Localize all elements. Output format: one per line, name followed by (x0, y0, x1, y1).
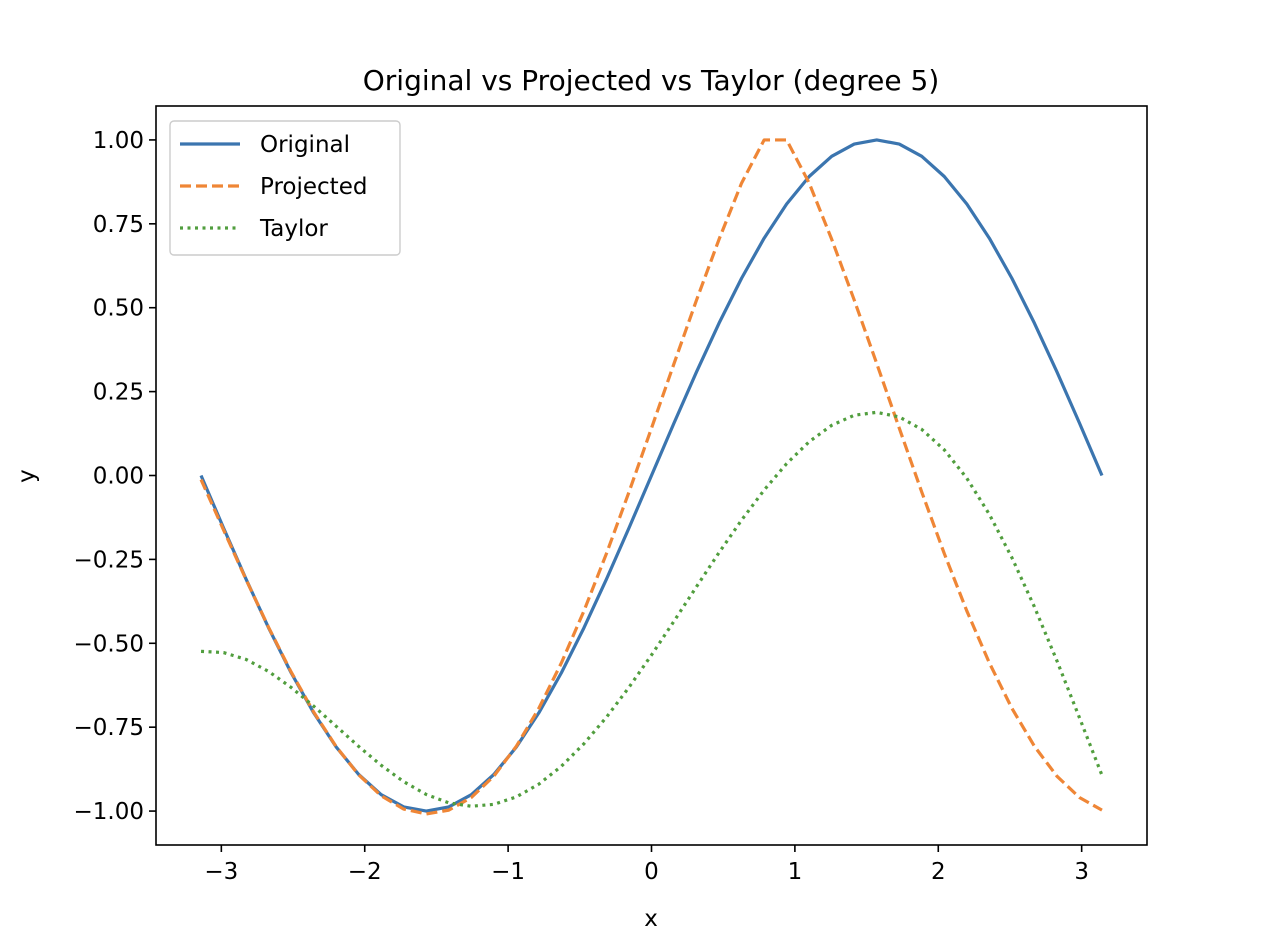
y-tick-label: 0.25 (93, 380, 144, 406)
x-tick-label: −2 (348, 859, 382, 885)
x-tick-label: 0 (644, 859, 659, 885)
y-tick-label: −0.25 (74, 547, 144, 573)
legend-label-projected: Projected (260, 174, 367, 200)
y-tick-label: 0.50 (93, 296, 144, 322)
y-tick-label: −0.75 (74, 715, 144, 741)
x-tick-label: −3 (204, 859, 238, 885)
chart-title: Original vs Projected vs Taylor (degree … (363, 64, 940, 97)
legend-label-taylor: Taylor (259, 216, 328, 242)
plot-area (199, 138, 1104, 816)
y-axis: −1.00 −0.75 −0.50 −0.25 0.00 0.25 0.50 0.75 1.00 (74, 128, 156, 825)
legend-label-original: Original (260, 132, 350, 158)
x-tick-label: −1 (491, 859, 525, 885)
y-tick-label: 0.75 (93, 212, 144, 238)
series-line-taylor (200, 410, 1104, 808)
legend-box (169, 120, 401, 256)
x-tick-label: 2 (931, 859, 946, 885)
y-tick-label: 0.00 (93, 464, 144, 490)
x-tick-label: 1 (788, 859, 803, 885)
y-tick-label: −1.00 (74, 799, 144, 825)
legend: Original Projected Taylor (169, 120, 401, 256)
series-line-projected (199, 138, 1103, 816)
y-tick-label: −0.50 (74, 631, 144, 657)
y-axis-label: y (14, 469, 40, 483)
x-tick-label: 3 (1074, 859, 1089, 885)
x-axis: −3 −2 −1 0 1 2 3 (204, 845, 1089, 885)
x-axis-label: x (644, 906, 658, 932)
y-tick-label: 1.00 (93, 128, 144, 154)
